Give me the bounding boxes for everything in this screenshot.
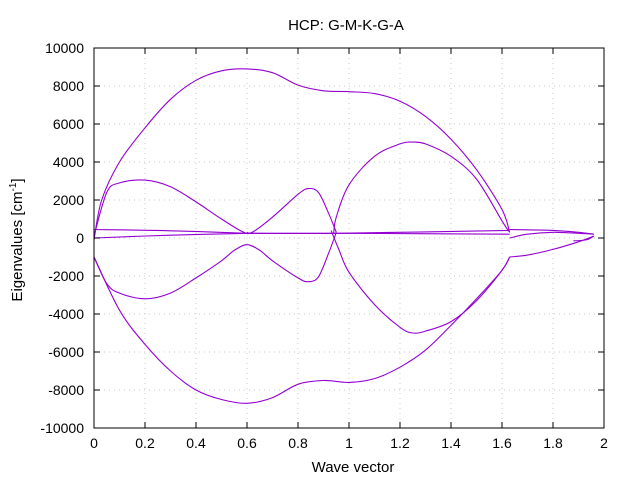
eigenvalue-branch-7 [93,232,248,239]
x-tick-label: 0.6 [237,435,257,451]
eigenvalue-branch-10 [509,235,595,258]
y-tick-label: -2000 [48,268,84,284]
x-tick-label: 2 [600,435,608,451]
y-tick-label: 6000 [53,116,84,132]
x-tick-label: 0.4 [186,435,206,451]
grid-lines [94,48,604,428]
x-tick-label: 1.6 [492,435,512,451]
y-tick-label: -10000 [40,420,84,436]
x-tick-label: 1.4 [441,435,461,451]
y-axis-title-main: Eigenvalues [cm [9,192,26,302]
y-tick-label: -8000 [48,382,84,398]
axis-tick-labels: 0 0.2 0.4 0.6 0.8 1 1.2 1.4 1.6 1.8 2 10000 8000 6000… [40,40,608,451]
eigenvalue-branch-11 [509,231,594,239]
y-tick-label: 2000 [53,192,84,208]
x-tick-label: 0 [90,435,98,451]
eigenvalue-branch-8 [246,231,510,235]
y-tick-label: -6000 [48,344,84,360]
eigenvalue-branch-4 [330,230,511,334]
series-group [93,68,595,404]
eigenvalue-branch-2 [333,141,511,234]
y-tick-label: -4000 [48,306,84,322]
y-axis-title: Eigenvalues [cm-1] [8,178,26,301]
x-axis-title: Wave vector [312,459,395,476]
y-tick-label: 4000 [53,154,84,170]
y-tick-label: 8000 [53,78,84,94]
eigenvalue-branch-0 [93,68,511,241]
y-tick-label: 0 [76,230,84,246]
y-tick-label: 10000 [45,40,84,56]
eigenvalue-branch-5 [93,256,511,404]
eigenvalue-branch-12 [573,235,595,242]
eigenvalue-branch-3 [93,232,337,300]
x-tick-label: 1.8 [543,435,563,451]
chart-title: HCP: G-M-K-G-A [288,17,404,34]
plot-frame [93,47,605,429]
y-axis-title-end: ] [9,178,26,182]
eigenvalue-branch-1 [93,179,337,237]
x-tick-label: 1 [345,435,353,451]
x-tick-label: 0.2 [135,435,155,451]
x-tick-label: 0.8 [288,435,308,451]
y-axis-title-sup: -1 [8,182,19,191]
x-tick-label: 1.2 [390,435,410,451]
